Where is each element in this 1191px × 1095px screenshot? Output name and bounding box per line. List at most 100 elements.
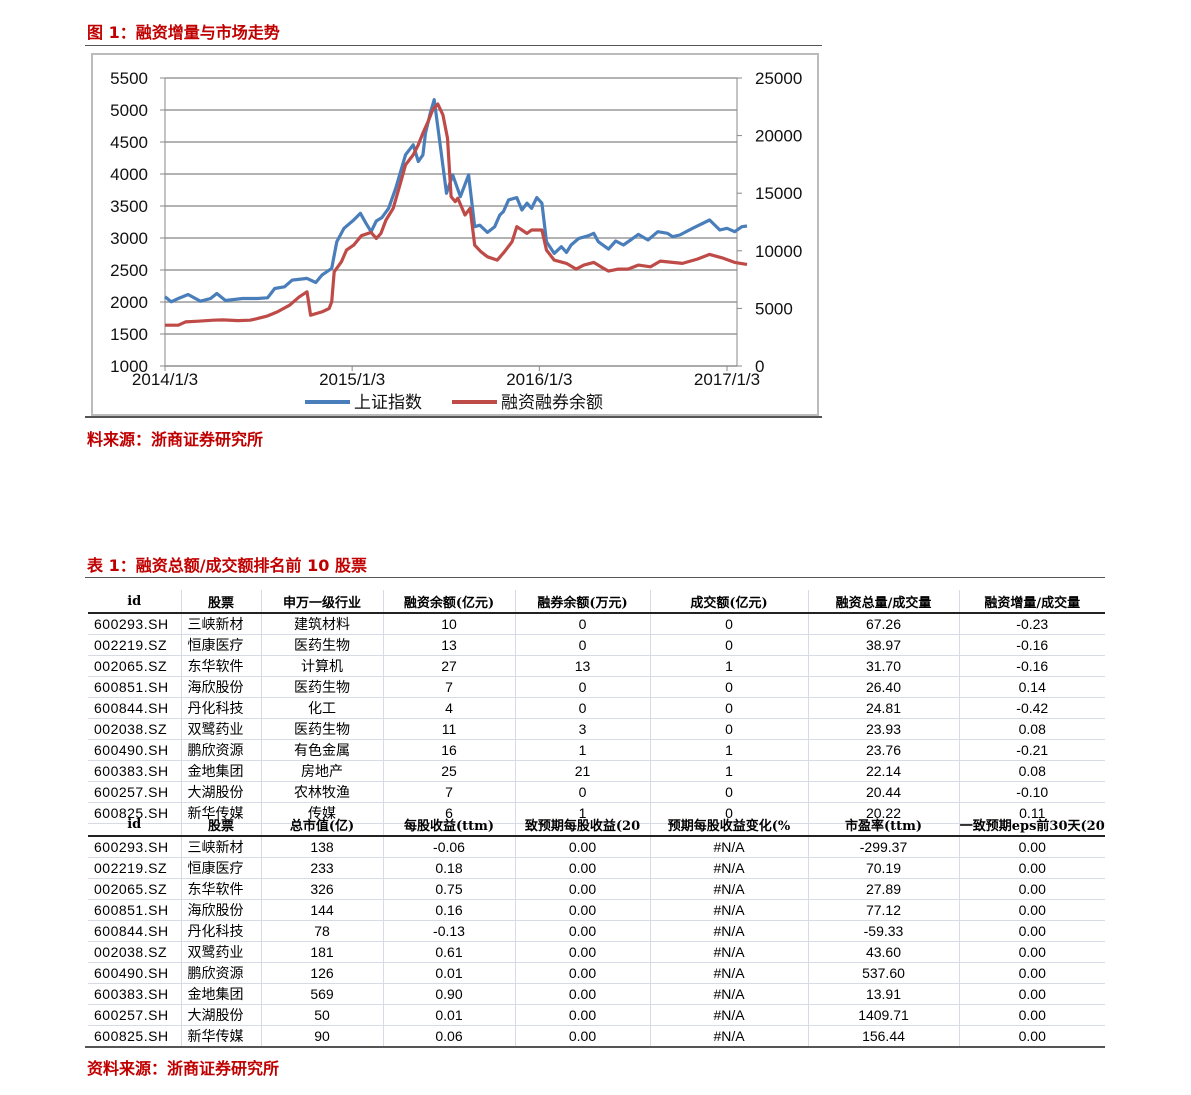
column-header: 致预期每股收益(20 xyxy=(515,813,651,837)
stock-id-cell: 600383.SH xyxy=(88,760,182,782)
table-cell: 0.61 xyxy=(383,941,516,963)
table-cell: 16 xyxy=(383,739,516,761)
table-cell: 0.16 xyxy=(383,899,516,921)
table-cell: 化工 xyxy=(261,697,384,719)
table-cell: 0.00 xyxy=(959,857,1105,879)
table-cell: 13.91 xyxy=(808,983,960,1005)
stock-name-cell: 海欣股份 xyxy=(181,676,262,698)
table-row: 002065.SZ 东华软件 326 0.75 0.00 #N/A 27.89 0.00 xyxy=(88,878,1105,900)
y-left-tick-label: 4000 xyxy=(110,165,148,184)
y-right-tick-label: 20000 xyxy=(755,127,802,146)
y-left-tick-label: 3500 xyxy=(110,197,148,216)
table-cell: 7 xyxy=(383,676,516,698)
table-cell: 181 xyxy=(261,941,384,963)
table-cell: -0.10 xyxy=(959,781,1105,803)
table-cell: 0.00 xyxy=(515,857,651,879)
table-row: 600293.SH 三峡新材 138 -0.06 0.00 #N/A -299.37 0.00 xyxy=(88,836,1105,858)
table-cell: 医药生物 xyxy=(261,634,384,656)
y-right-tick-label: 15000 xyxy=(755,184,802,203)
table-cell: 233 xyxy=(261,857,384,879)
stock-name-cell: 双鹭药业 xyxy=(181,718,262,740)
table-cell: #N/A xyxy=(650,920,809,942)
table-cell: 0.00 xyxy=(959,920,1105,942)
table-cell: #N/A xyxy=(650,857,809,879)
stock-id-cell: 600825.SH xyxy=(88,1025,182,1047)
stock-name-cell: 三峡新材 xyxy=(181,836,262,858)
table-cell: 144 xyxy=(261,899,384,921)
stock-id-cell: 002065.SZ xyxy=(88,655,182,677)
column-header: id xyxy=(88,813,182,837)
column-header: 股票 xyxy=(181,813,262,837)
table-cell: 43.60 xyxy=(808,941,960,963)
table-cell: 90 xyxy=(261,1025,384,1047)
stock-name-cell: 恒康医疗 xyxy=(181,634,262,656)
table-cell: 1409.71 xyxy=(808,1004,960,1026)
stock-name-cell: 恒康医疗 xyxy=(181,857,262,879)
table-row: 002038.SZ 双鹭药业 181 0.61 0.00 #N/A 43.60 0.00 xyxy=(88,941,1105,963)
table-cell: 1 xyxy=(515,739,651,761)
stock-id-cell: 600851.SH xyxy=(88,676,182,698)
column-header: 融资总量/成交量 xyxy=(808,590,960,614)
table-cell: 11 xyxy=(383,718,516,740)
table-row: 600257.SH 大湖股份 农林牧渔 7 0 0 20.44 -0.10 xyxy=(88,781,1105,803)
stock-id-cell: 600383.SH xyxy=(88,983,182,1005)
table-cell: 0.00 xyxy=(959,962,1105,984)
column-header: 成交额(亿元) xyxy=(650,590,809,614)
table-cell: 0.06 xyxy=(383,1025,516,1047)
table-cell: -0.16 xyxy=(959,634,1105,656)
table-cell: 0.14 xyxy=(959,676,1105,698)
table-cell: #N/A xyxy=(650,1025,809,1047)
stock-id-cell: 002219.SZ xyxy=(88,857,182,879)
divider xyxy=(85,416,822,418)
stock-id-cell: 600293.SH xyxy=(88,613,182,635)
table-cell: 4 xyxy=(383,697,516,719)
stock-name-cell: 三峡新材 xyxy=(181,613,262,635)
table-cell: 0 xyxy=(650,781,809,803)
legend-label: 上证指数 xyxy=(354,393,422,412)
table-cell: -0.42 xyxy=(959,697,1105,719)
stock-name-cell: 金地集团 xyxy=(181,983,262,1005)
table-cell: 27.89 xyxy=(808,878,960,900)
y-right-tick-label: 5000 xyxy=(755,299,793,318)
table-cell: #N/A xyxy=(650,836,809,858)
stock-id-cell: 600844.SH xyxy=(88,697,182,719)
stock-id-cell: 002038.SZ xyxy=(88,941,182,963)
figure-source: 料来源：浙商证券研究所 xyxy=(87,430,264,449)
table-cell: 26.40 xyxy=(808,676,960,698)
table-cell: 0 xyxy=(515,613,651,635)
x-tick-label: 2014/1/3 xyxy=(132,370,198,389)
table-cell: 计算机 xyxy=(261,655,384,677)
stock-id-cell: 600257.SH xyxy=(88,1004,182,1026)
table-cell: 0.18 xyxy=(383,857,516,879)
table-cell: 0.08 xyxy=(959,718,1105,740)
table-cell: -0.16 xyxy=(959,655,1105,677)
stock-id-cell: 600257.SH xyxy=(88,781,182,803)
table-row: 600825.SH 新华传媒 90 0.06 0.00 #N/A 156.44 0.00 xyxy=(88,1025,1105,1047)
table-cell: 0.08 xyxy=(959,760,1105,782)
table-cell: 0 xyxy=(650,697,809,719)
table-cell: 0.00 xyxy=(515,899,651,921)
table-cell: 0 xyxy=(650,676,809,698)
table-row: 600490.SH 鹏欣资源 126 0.01 0.00 #N/A 537.60 0.00 xyxy=(88,962,1105,984)
table-row: 600490.SH 鹏欣资源 有色金属 16 1 1 23.76 -0.21 xyxy=(88,739,1105,761)
table-cell: 0.90 xyxy=(383,983,516,1005)
y-left-tick-label: 2000 xyxy=(110,293,148,312)
table-cell: -0.23 xyxy=(959,613,1105,635)
y-right-tick-label: 0 xyxy=(755,357,764,376)
stock-name-cell: 大湖股份 xyxy=(181,781,262,803)
table-cell: 0.00 xyxy=(515,1004,651,1026)
table-cell: 569 xyxy=(261,983,384,1005)
x-tick-label: 2015/1/3 xyxy=(319,370,385,389)
y-left-tick-label: 3000 xyxy=(110,229,148,248)
table-cell: #N/A xyxy=(650,1004,809,1026)
y-left-tick-label: 5000 xyxy=(110,101,148,120)
table-cell: 20.44 xyxy=(808,781,960,803)
stock-name-cell: 东华软件 xyxy=(181,878,262,900)
table-cell: 0.00 xyxy=(515,878,651,900)
column-header: 每股收益(ttm) xyxy=(383,813,516,837)
table-cell: 0.00 xyxy=(515,1025,651,1047)
table-cell: 0.00 xyxy=(959,1025,1105,1047)
table-row: 600257.SH 大湖股份 50 0.01 0.00 #N/A 1409.71 0.00 xyxy=(88,1004,1105,1026)
table-cell: #N/A xyxy=(650,983,809,1005)
valuation-table: id 股票 总市值(亿) 每股收益(ttm) 致预期每股收益(20 预期每股收益变化(% 市… xyxy=(88,813,1105,1047)
